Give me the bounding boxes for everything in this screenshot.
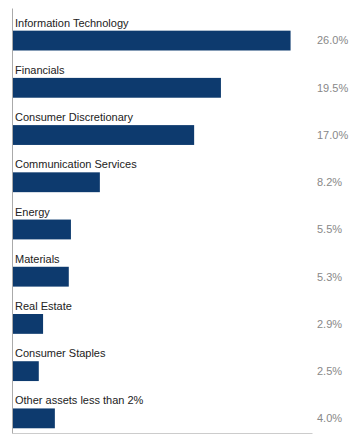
x-axis-line (13, 433, 313, 434)
value-label: 19.5% (317, 82, 348, 94)
category-labels: Other assets less than 2% Consumer Staple… (15, 17, 144, 407)
bar (12, 78, 221, 98)
bar (12, 125, 194, 145)
value-label: 8.2% (317, 176, 342, 188)
category-label: Information Technology (15, 17, 129, 29)
y-axis-line (12, 9, 13, 434)
chart: Other assets less than 2% Consumer Staple… (0, 0, 360, 447)
value-label: 2.5% (317, 365, 342, 377)
bar (12, 172, 100, 192)
value-label: 2.9% (317, 318, 342, 330)
bars (12, 31, 291, 429)
category-label: Financials (15, 64, 65, 76)
bar (12, 220, 71, 240)
category-label: Consumer Staples (15, 347, 106, 359)
value-label: 4.0% (317, 412, 342, 424)
category-label: Real Estate (15, 300, 72, 312)
category-label: Communication Services (15, 158, 137, 170)
value-labels: 4.0% 2.5% 2.9% 5.3% 5.5% 8.2% 17.0% 19.5% 26.0% (317, 34, 348, 424)
category-label: Other assets less than 2% (15, 394, 144, 406)
value-label: 5.3% (317, 271, 342, 283)
category-label: Materials (15, 253, 60, 265)
bar (12, 31, 291, 51)
y-axis (12, 9, 13, 434)
value-label: 5.5% (317, 223, 342, 235)
value-label: 26.0% (317, 34, 348, 46)
bar (12, 314, 43, 334)
bar (12, 361, 39, 381)
bar (12, 267, 69, 287)
value-label: 17.0% (317, 129, 348, 141)
category-label: Consumer Discretionary (15, 111, 133, 123)
plot: Other assets less than 2% Consumer Staple… (12, 9, 348, 434)
x-axis (13, 433, 313, 434)
category-label: Energy (15, 206, 50, 218)
bar (12, 408, 55, 428)
